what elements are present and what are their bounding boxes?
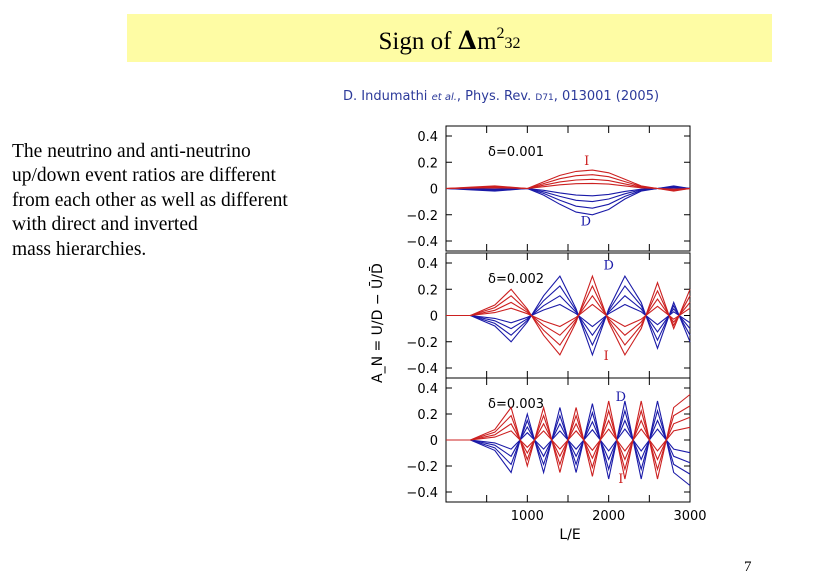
x-tick-label: 1000 (511, 509, 544, 524)
series-line (446, 416, 691, 461)
panel-label: δ=0.001 (488, 145, 544, 160)
panel-label: δ=0.003 (488, 397, 544, 412)
body-line: with direct and inverted (12, 214, 198, 236)
y-tick-label: −0.2 (406, 336, 438, 351)
curve-annotation: I (604, 349, 609, 364)
y-tick-label: 0 (430, 434, 438, 449)
y-tick-label: 0 (430, 183, 438, 198)
y-tick-label: −0.2 (406, 209, 438, 224)
series-line (446, 295, 691, 337)
series-line (446, 274, 691, 357)
y-tick-label: 0.2 (417, 283, 438, 298)
series-line (446, 303, 691, 328)
curve-annotation: D (616, 390, 626, 405)
body-text: The neutrino and anti-neutrino up/down e… (12, 140, 392, 262)
series-line (446, 400, 691, 486)
curve-annotation: D (603, 259, 613, 274)
title-band: Sign of Δm232 (127, 14, 772, 62)
body-line: from each other as well as different (12, 189, 288, 211)
series-line (446, 419, 691, 464)
series-line (446, 285, 691, 347)
series-line (446, 303, 691, 328)
series-line (446, 426, 691, 452)
series-line (446, 284, 691, 346)
y-axis-label: A_N = U/D − Ū/D̄ (368, 263, 386, 383)
series-line (446, 405, 691, 472)
y-tick-label: −0.2 (406, 460, 438, 475)
panel-label: δ=0.002 (488, 272, 544, 287)
series-line (445, 187, 691, 197)
page-number: 7 (744, 559, 752, 575)
slide-title: Sign of Δm232 (378, 25, 521, 55)
series-line (446, 294, 691, 336)
y-tick-label: 0.4 (417, 257, 438, 272)
body-line: The neutrino and anti-neutrino (12, 141, 251, 162)
series-line (446, 394, 691, 480)
citation: D. Indumathi et al., Phys. Rev. D71, 013… (343, 89, 660, 104)
curve-annotation: I (618, 472, 623, 487)
asymmetry-figure: A_N = U/D − Ū/D̄ 0.4 0.2 0 −0.2 −0.4 δ=0.001 I D… (368, 125, 707, 543)
y-tick-label: 0 (430, 310, 438, 325)
x-tick-label: 2000 (592, 509, 625, 524)
panel-frame (445, 252, 691, 379)
x-tick-label: 3000 (673, 509, 706, 524)
y-tick-label: 0.2 (417, 156, 438, 171)
series-line (446, 274, 691, 357)
curve-annotation: I (584, 154, 589, 169)
series-line (446, 428, 691, 454)
body-line: mass hierarchies. (12, 238, 147, 260)
y-tick-label: 0.4 (417, 382, 438, 397)
x-axis-label: L/E (559, 527, 580, 543)
y-tick-label: −0.4 (406, 486, 438, 501)
series-line (445, 182, 691, 190)
series-line (446, 408, 691, 475)
curve-annotation: D (581, 214, 591, 229)
y-tick-label: −0.4 (406, 235, 438, 250)
y-tick-label: −0.4 (406, 362, 438, 377)
body-line: up/down event ratios are different (12, 165, 276, 187)
y-tick-label: 0.4 (417, 130, 438, 145)
y-tick-label: 0.2 (417, 408, 438, 423)
